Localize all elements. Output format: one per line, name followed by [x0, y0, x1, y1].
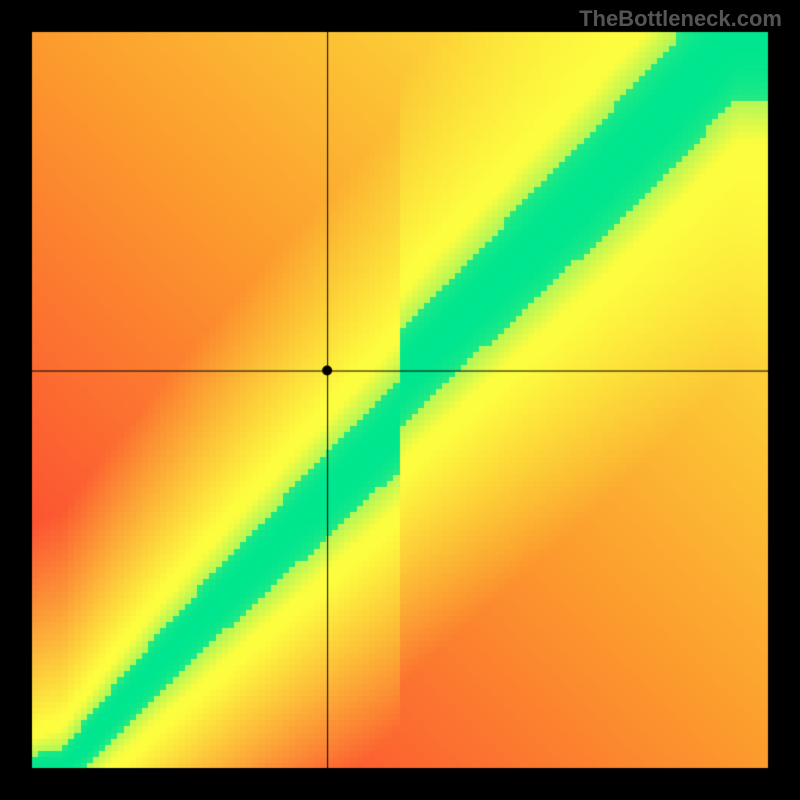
watermark-label: TheBottleneck.com	[579, 6, 782, 32]
bottleneck-heatmap	[0, 0, 800, 800]
